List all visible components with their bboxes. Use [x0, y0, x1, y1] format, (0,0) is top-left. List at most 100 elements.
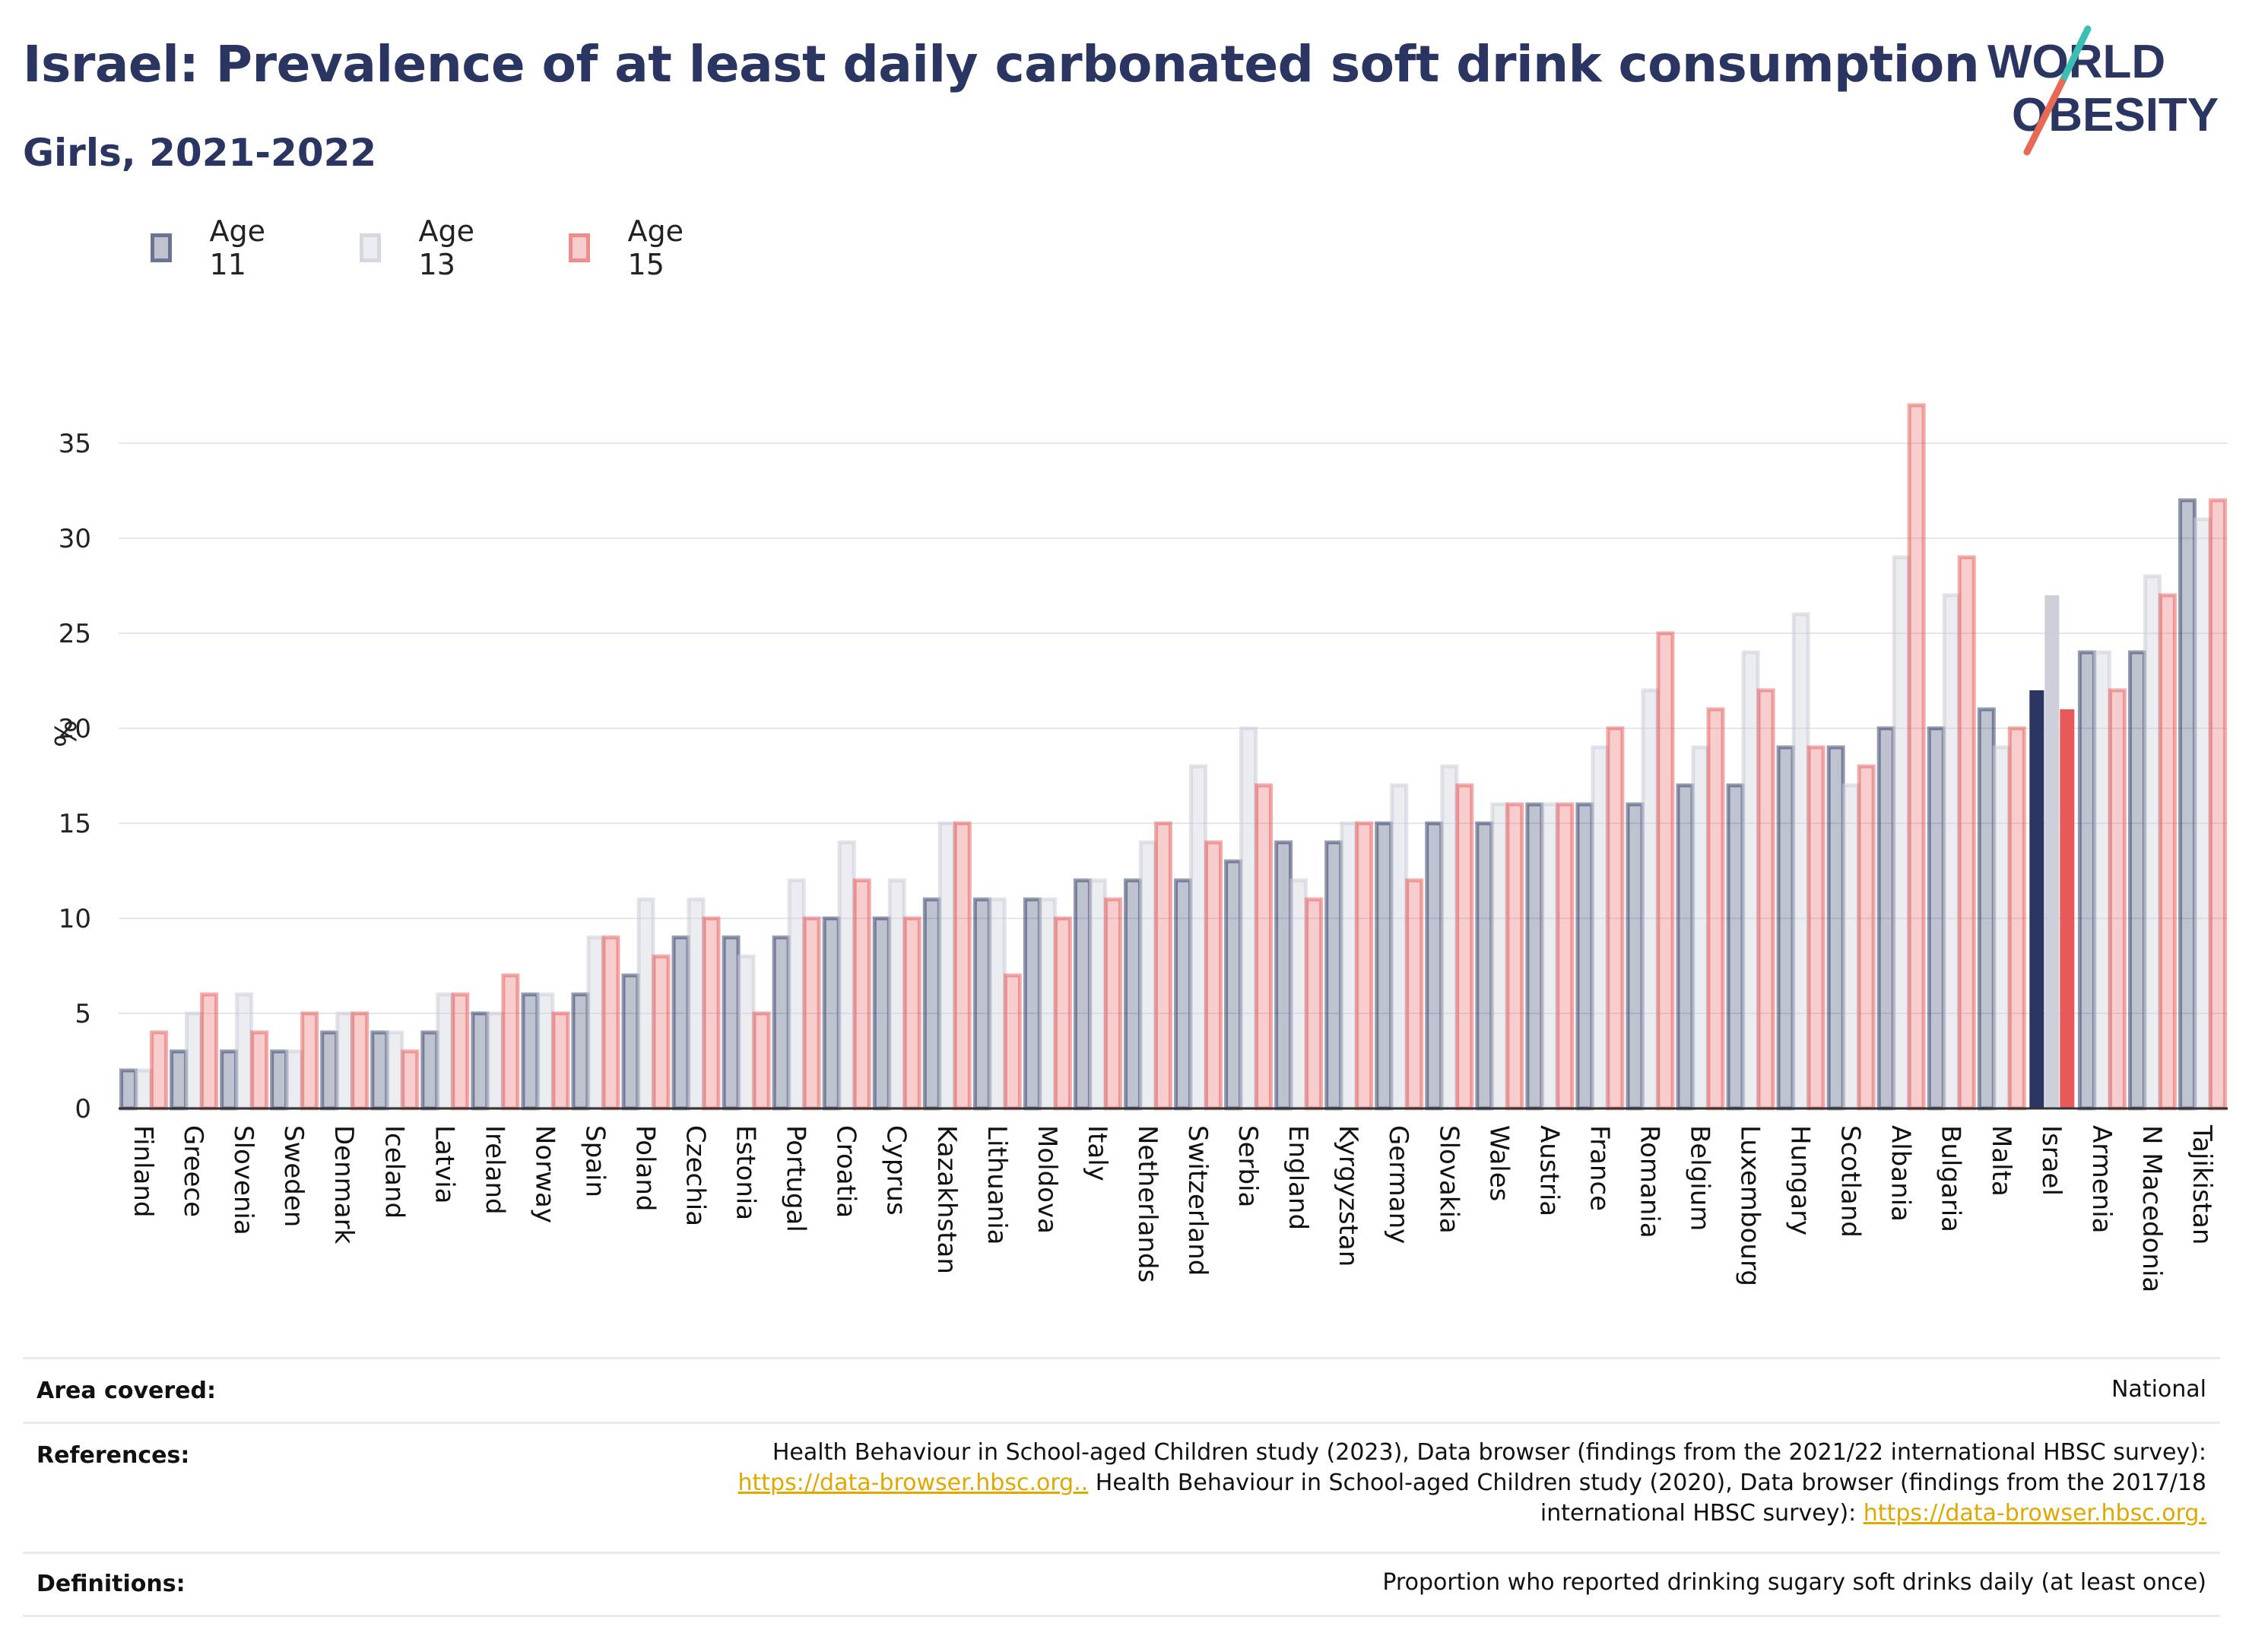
bar-switzerland-age-13[interactable] — [1189, 764, 1208, 1111]
bar-scotland-age-15[interactable] — [1857, 764, 1876, 1111]
bar-czechia-age-13[interactable] — [687, 897, 706, 1111]
bar-belgium-age-13[interactable] — [1691, 745, 1710, 1111]
bar-finland-age-11[interactable] — [119, 1068, 138, 1111]
bar-armenia-age-15[interactable] — [2108, 688, 2127, 1111]
bar-italy-age-11[interactable] — [1073, 878, 1092, 1111]
bar-tajikistan-age-11[interactable] — [2178, 498, 2197, 1111]
bar-slovakia-age-11[interactable] — [1425, 821, 1444, 1111]
bar-germany-age-13[interactable] — [1390, 783, 1409, 1111]
bar-spain-age-15[interactable] — [601, 935, 620, 1111]
bar-lithuania-age-13[interactable] — [988, 897, 1007, 1111]
bar-bulgaria-age-11[interactable] — [1927, 726, 1946, 1111]
bar-armenia-age-13[interactable] — [2092, 650, 2111, 1111]
bar-tajikistan-age-13[interactable] — [2193, 517, 2212, 1111]
bar-kazakhstan-age-13[interactable] — [937, 821, 956, 1111]
bar-france-age-11[interactable] — [1575, 802, 1594, 1111]
bar-portugal-age-13[interactable] — [787, 878, 806, 1111]
bar-france-age-13[interactable] — [1591, 745, 1610, 1111]
bar-england-age-15[interactable] — [1305, 897, 1324, 1111]
bar-poland-age-13[interactable] — [636, 897, 655, 1111]
bar-croatia-age-11[interactable] — [822, 916, 841, 1111]
bar-finland-age-13[interactable] — [135, 1068, 154, 1111]
bar-israel-age-13[interactable] — [2044, 595, 2060, 1108]
bar-scotland-age-11[interactable] — [1826, 745, 1845, 1111]
bar-france-age-15[interactable] — [1606, 726, 1625, 1111]
bar-poland-age-15[interactable] — [652, 954, 671, 1111]
bar-romania-age-11[interactable] — [1626, 802, 1645, 1111]
bar-albania-age-11[interactable] — [1876, 726, 1895, 1111]
bar-belgium-age-11[interactable] — [1676, 783, 1695, 1111]
bar-netherlands-age-13[interactable] — [1138, 840, 1157, 1111]
bar-latvia-age-13[interactable] — [436, 992, 455, 1111]
bar-czechia-age-11[interactable] — [671, 935, 690, 1111]
bar-ireland-age-11[interactable] — [471, 1011, 490, 1111]
bar-ireland-age-13[interactable] — [486, 1011, 505, 1111]
reference-link-2[interactable]: https://data-browser.hbsc.org. — [1863, 1500, 2206, 1527]
bar-luxembourg-age-13[interactable] — [1741, 650, 1760, 1111]
bar-scotland-age-13[interactable] — [1841, 783, 1860, 1111]
bar-norway-age-15[interactable] — [551, 1011, 570, 1111]
bar-kazakhstan-age-15[interactable] — [953, 821, 972, 1111]
bar-germany-age-11[interactable] — [1375, 821, 1394, 1111]
bar-serbia-age-13[interactable] — [1239, 726, 1258, 1111]
bar-romania-age-15[interactable] — [1656, 631, 1675, 1111]
bar-greece-age-11[interactable] — [170, 1049, 189, 1111]
reference-link-1[interactable]: https://data-browser.hbsc.org.. — [738, 1470, 1089, 1496]
bar-belgium-age-15[interactable] — [1706, 707, 1725, 1111]
bar-cyprus-age-15[interactable] — [902, 916, 921, 1111]
bar-lithuania-age-15[interactable] — [1003, 973, 1022, 1111]
bar-albania-age-13[interactable] — [1892, 555, 1911, 1111]
bar-finland-age-15[interactable] — [150, 1030, 169, 1111]
bar-armenia-age-11[interactable] — [2077, 650, 2096, 1111]
bar-netherlands-age-15[interactable] — [1153, 821, 1172, 1111]
bar-wales-age-15[interactable] — [1505, 802, 1524, 1111]
bar-denmark-age-15[interactable] — [351, 1011, 370, 1111]
bar-kyrgyzstan-age-11[interactable] — [1324, 840, 1343, 1111]
bar-n-macedonia-age-11[interactable] — [2127, 650, 2146, 1111]
bar-italy-age-13[interactable] — [1088, 878, 1107, 1111]
bar-n-macedonia-age-15[interactable] — [2158, 593, 2177, 1111]
bar-slovenia-age-13[interactable] — [235, 992, 254, 1111]
bar-albania-age-15[interactable] — [1907, 403, 1926, 1111]
bar-moldova-age-13[interactable] — [1038, 897, 1057, 1111]
bar-kyrgyzstan-age-13[interactable] — [1340, 821, 1359, 1111]
bar-iceland-age-11[interactable] — [370, 1030, 389, 1111]
bar-poland-age-11[interactable] — [621, 973, 640, 1111]
bar-estonia-age-13[interactable] — [737, 954, 756, 1111]
bar-estonia-age-11[interactable] — [722, 935, 741, 1111]
bar-denmark-age-11[interactable] — [320, 1030, 339, 1111]
bar-iceland-age-13[interactable] — [385, 1030, 404, 1111]
bar-slovenia-age-15[interactable] — [250, 1030, 269, 1111]
bar-lithuania-age-11[interactable] — [972, 897, 991, 1111]
bar-bulgaria-age-15[interactable] — [1957, 555, 1976, 1111]
bar-israel-age-11[interactable] — [2029, 690, 2044, 1108]
bar-norway-age-13[interactable] — [536, 992, 555, 1111]
bar-spain-age-11[interactable] — [571, 992, 590, 1111]
bar-cyprus-age-13[interactable] — [887, 878, 906, 1111]
bar-moldova-age-15[interactable] — [1053, 916, 1072, 1111]
bar-latvia-age-11[interactable] — [420, 1030, 439, 1111]
bar-sweden-age-11[interactable] — [270, 1049, 289, 1111]
bar-serbia-age-11[interactable] — [1224, 859, 1243, 1111]
legend-item-age-13[interactable]: Age 13 — [360, 214, 483, 281]
bar-romania-age-13[interactable] — [1641, 688, 1660, 1111]
bar-netherlands-age-11[interactable] — [1123, 878, 1142, 1111]
bar-germany-age-15[interactable] — [1405, 878, 1424, 1111]
bar-italy-age-15[interactable] — [1103, 897, 1122, 1111]
bar-cyprus-age-11[interactable] — [872, 916, 891, 1111]
bar-luxembourg-age-11[interactable] — [1726, 783, 1745, 1111]
bar-slovakia-age-15[interactable] — [1455, 783, 1474, 1111]
bar-ireland-age-15[interactable] — [501, 973, 520, 1111]
bar-spain-age-13[interactable] — [586, 935, 605, 1111]
bar-latvia-age-15[interactable] — [451, 992, 470, 1111]
bar-sweden-age-13[interactable] — [285, 1049, 304, 1111]
bar-n-macedonia-age-13[interactable] — [2143, 574, 2162, 1111]
bar-switzerland-age-15[interactable] — [1204, 840, 1223, 1111]
bar-moldova-age-11[interactable] — [1023, 897, 1042, 1111]
bar-kazakhstan-age-11[interactable] — [922, 897, 941, 1111]
bar-iceland-age-15[interactable] — [401, 1049, 420, 1111]
bar-tajikistan-age-15[interactable] — [2208, 498, 2227, 1111]
bar-denmark-age-13[interactable] — [335, 1011, 354, 1111]
bar-estonia-age-15[interactable] — [752, 1011, 771, 1111]
legend-item-age-11[interactable]: Age 11 — [151, 214, 274, 281]
